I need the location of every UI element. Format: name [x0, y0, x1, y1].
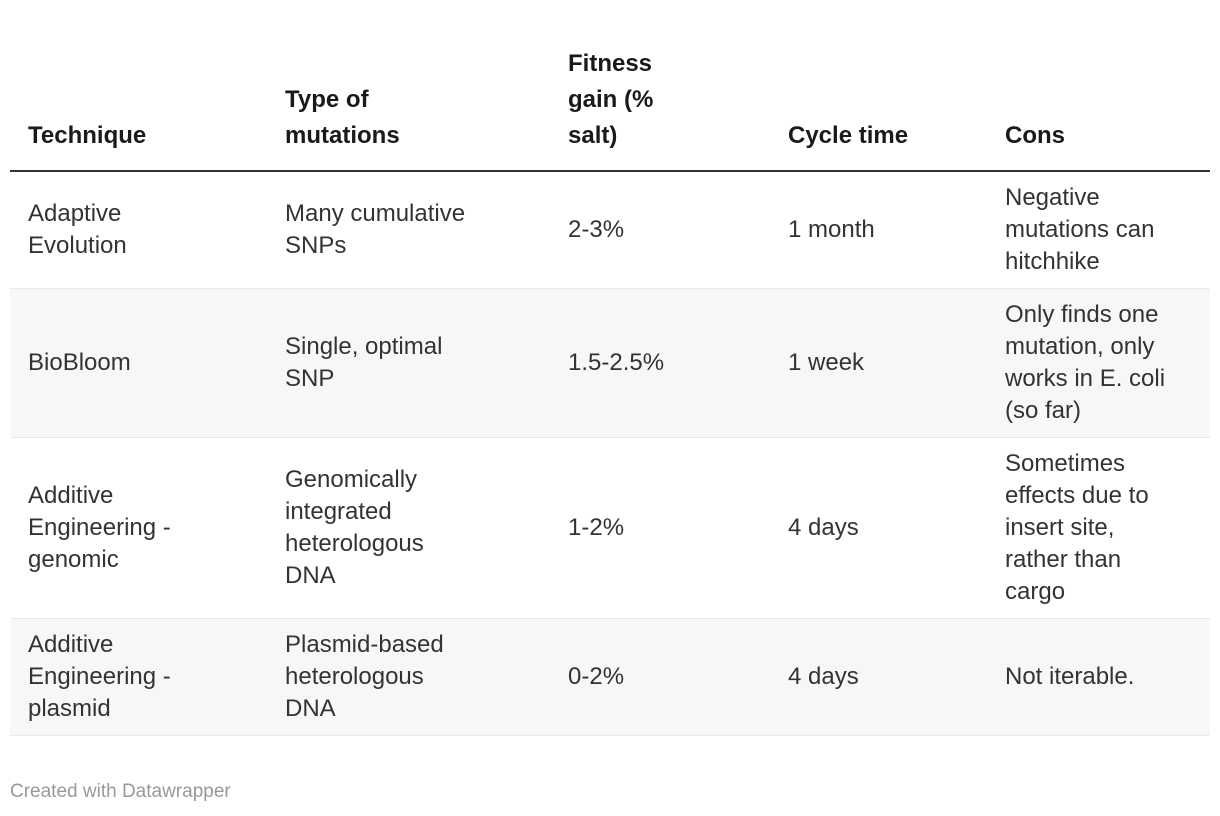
header-cell-cons: Cons — [987, 36, 1210, 172]
table-header: Technique Type of mutations Fitness gain… — [10, 36, 1210, 172]
table-row: Additive Engineering - genomic Genomical… — [10, 437, 1210, 619]
header-cell-fitness-gain: Fitness gain (% salt) — [550, 36, 770, 172]
cell-cons: Only finds one mutation, only works in E… — [987, 288, 1210, 438]
cell-cycle-time: 1 week — [770, 288, 987, 438]
cell-cons: Negative mutations can hitchhike — [987, 171, 1210, 289]
datawrapper-credit-link[interactable]: Created with Datawrapper — [10, 781, 231, 802]
table-row: Adaptive Evolution Many cumulative SNPs … — [10, 171, 1210, 289]
cell-fitness-gain: 1-2% — [550, 437, 770, 619]
header-cell-technique: Technique — [10, 36, 267, 172]
comparison-table: Technique Type of mutations Fitness gain… — [10, 36, 1210, 736]
cell-technique: Adaptive Evolution — [10, 171, 267, 289]
table-row: Additive Engineering - plasmid Plasmid-b… — [10, 618, 1210, 736]
cell-type-of-mutations: Plasmid-based heterologous DNA — [267, 618, 550, 736]
table-body: Adaptive Evolution Many cumulative SNPs … — [10, 171, 1210, 736]
cell-fitness-gain: 1.5-2.5% — [550, 288, 770, 438]
header-cell-type-of-mutations: Type of mutations — [267, 36, 550, 172]
table-row: BioBloom Single, optimal SNP 1.5-2.5% 1 … — [10, 288, 1210, 438]
cell-technique: Additive Engineering - plasmid — [10, 618, 267, 736]
cell-fitness-gain: 2-3% — [550, 171, 770, 289]
cell-cycle-time: 4 days — [770, 437, 987, 619]
cell-technique: Additive Engineering - genomic — [10, 437, 267, 619]
header-cell-cycle-time: Cycle time — [770, 36, 987, 172]
cell-cycle-time: 4 days — [770, 618, 987, 736]
cell-type-of-mutations: Single, optimal SNP — [267, 288, 550, 438]
header-row: Technique Type of mutations Fitness gain… — [10, 36, 1210, 172]
cell-cons: Sometimes effects due to insert site, ra… — [987, 437, 1210, 619]
cell-cons: Not iterable. — [987, 618, 1210, 736]
cell-type-of-mutations: Many cumulative SNPs — [267, 171, 550, 289]
cell-technique: BioBloom — [10, 288, 267, 438]
cell-cycle-time: 1 month — [770, 171, 987, 289]
cell-fitness-gain: 0-2% — [550, 618, 770, 736]
cell-type-of-mutations: Genomically integrated heterologous DNA — [267, 437, 550, 619]
